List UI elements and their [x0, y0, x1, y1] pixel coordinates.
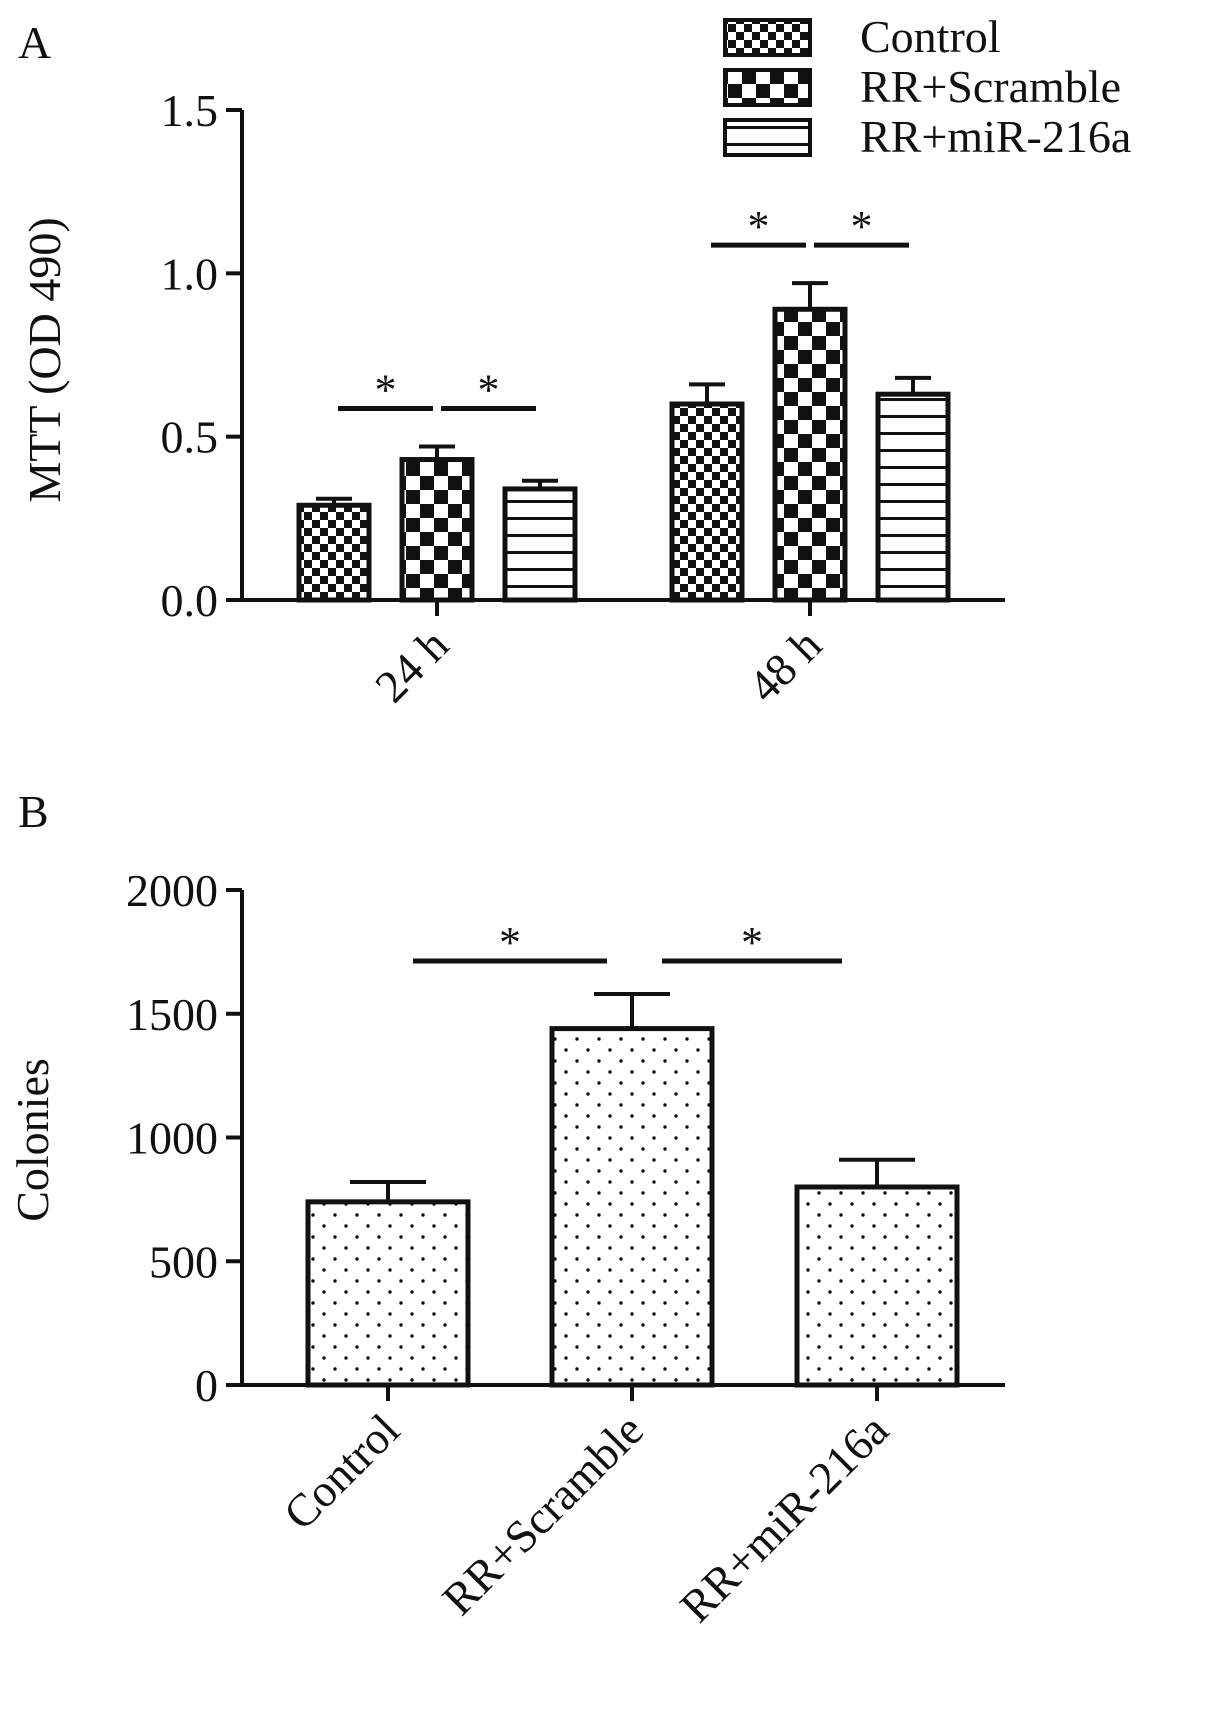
legend-swatch: [723, 18, 812, 57]
panel-b-y-tick-label: 1500: [126, 989, 218, 1040]
panel-a-bar: [875, 391, 951, 603]
legend-swatch: [723, 68, 812, 107]
panel-b-x-tick-label: RR+miR-216a: [670, 1404, 898, 1632]
panel-b-label: B: [18, 786, 49, 837]
panel-a-bar: [502, 486, 578, 603]
panel-b-y-tick-label: 500: [149, 1236, 218, 1287]
legend-label: RR+miR-216a: [860, 111, 1131, 162]
legend-swatch: [723, 118, 812, 157]
panel-a-significance-star: *: [851, 202, 873, 251]
panel-a-x-tick-label: 24 h: [365, 619, 458, 712]
panel-a-y-tick-label: 0.5: [161, 412, 219, 463]
panel-a-y-axis-title: MTT (OD 490): [19, 217, 70, 502]
panel-b-bar: [305, 1199, 471, 1388]
panel-a-bar: [399, 457, 475, 603]
panel-a-y-tick-label: 1.0: [161, 248, 219, 299]
panel-a-significance-star: *: [478, 365, 500, 414]
panel-a-bar: [669, 401, 745, 603]
panel-b-plot: 0 500 1000 1500 2000 Control RR+Scramble RR+miR…: [126, 865, 1005, 1632]
panel-a-significance-star: *: [748, 202, 770, 251]
panel-a-plot: 0.0 0.5 1.0 1.5 24 h 48 h * * * *: [161, 85, 1005, 712]
panel-b-y-axis-title: Colonies: [7, 1058, 58, 1222]
panel-a-x-tick-label: 48 h: [738, 619, 831, 712]
panel-b-bar: [794, 1184, 960, 1388]
panel-b-significance-star: *: [499, 918, 521, 967]
panel-a-bar: [296, 502, 372, 603]
panel-a-label: A: [18, 17, 51, 68]
panel-b-y-tick-label: 2000: [126, 865, 218, 916]
legend-label: RR+Scramble: [860, 61, 1121, 112]
panel-b-y-tick-label: 0: [195, 1360, 218, 1411]
panel-a-y-tick-label: 0.0: [161, 575, 219, 626]
panel-b-y-tick-label: 1000: [126, 1113, 218, 1164]
panel-b-x-tick-label: RR+Scramble: [432, 1404, 653, 1625]
panel-a-y-tick-label: 1.5: [161, 85, 219, 136]
panel-a-bar: [772, 306, 848, 603]
panel-b-x-tick-label: Control: [274, 1404, 409, 1539]
legend-label: Control: [860, 11, 1001, 62]
panel-a-significance-star: *: [375, 365, 397, 414]
panel-b-significance-star: *: [741, 918, 763, 967]
panel-b-bar: [549, 1026, 715, 1388]
